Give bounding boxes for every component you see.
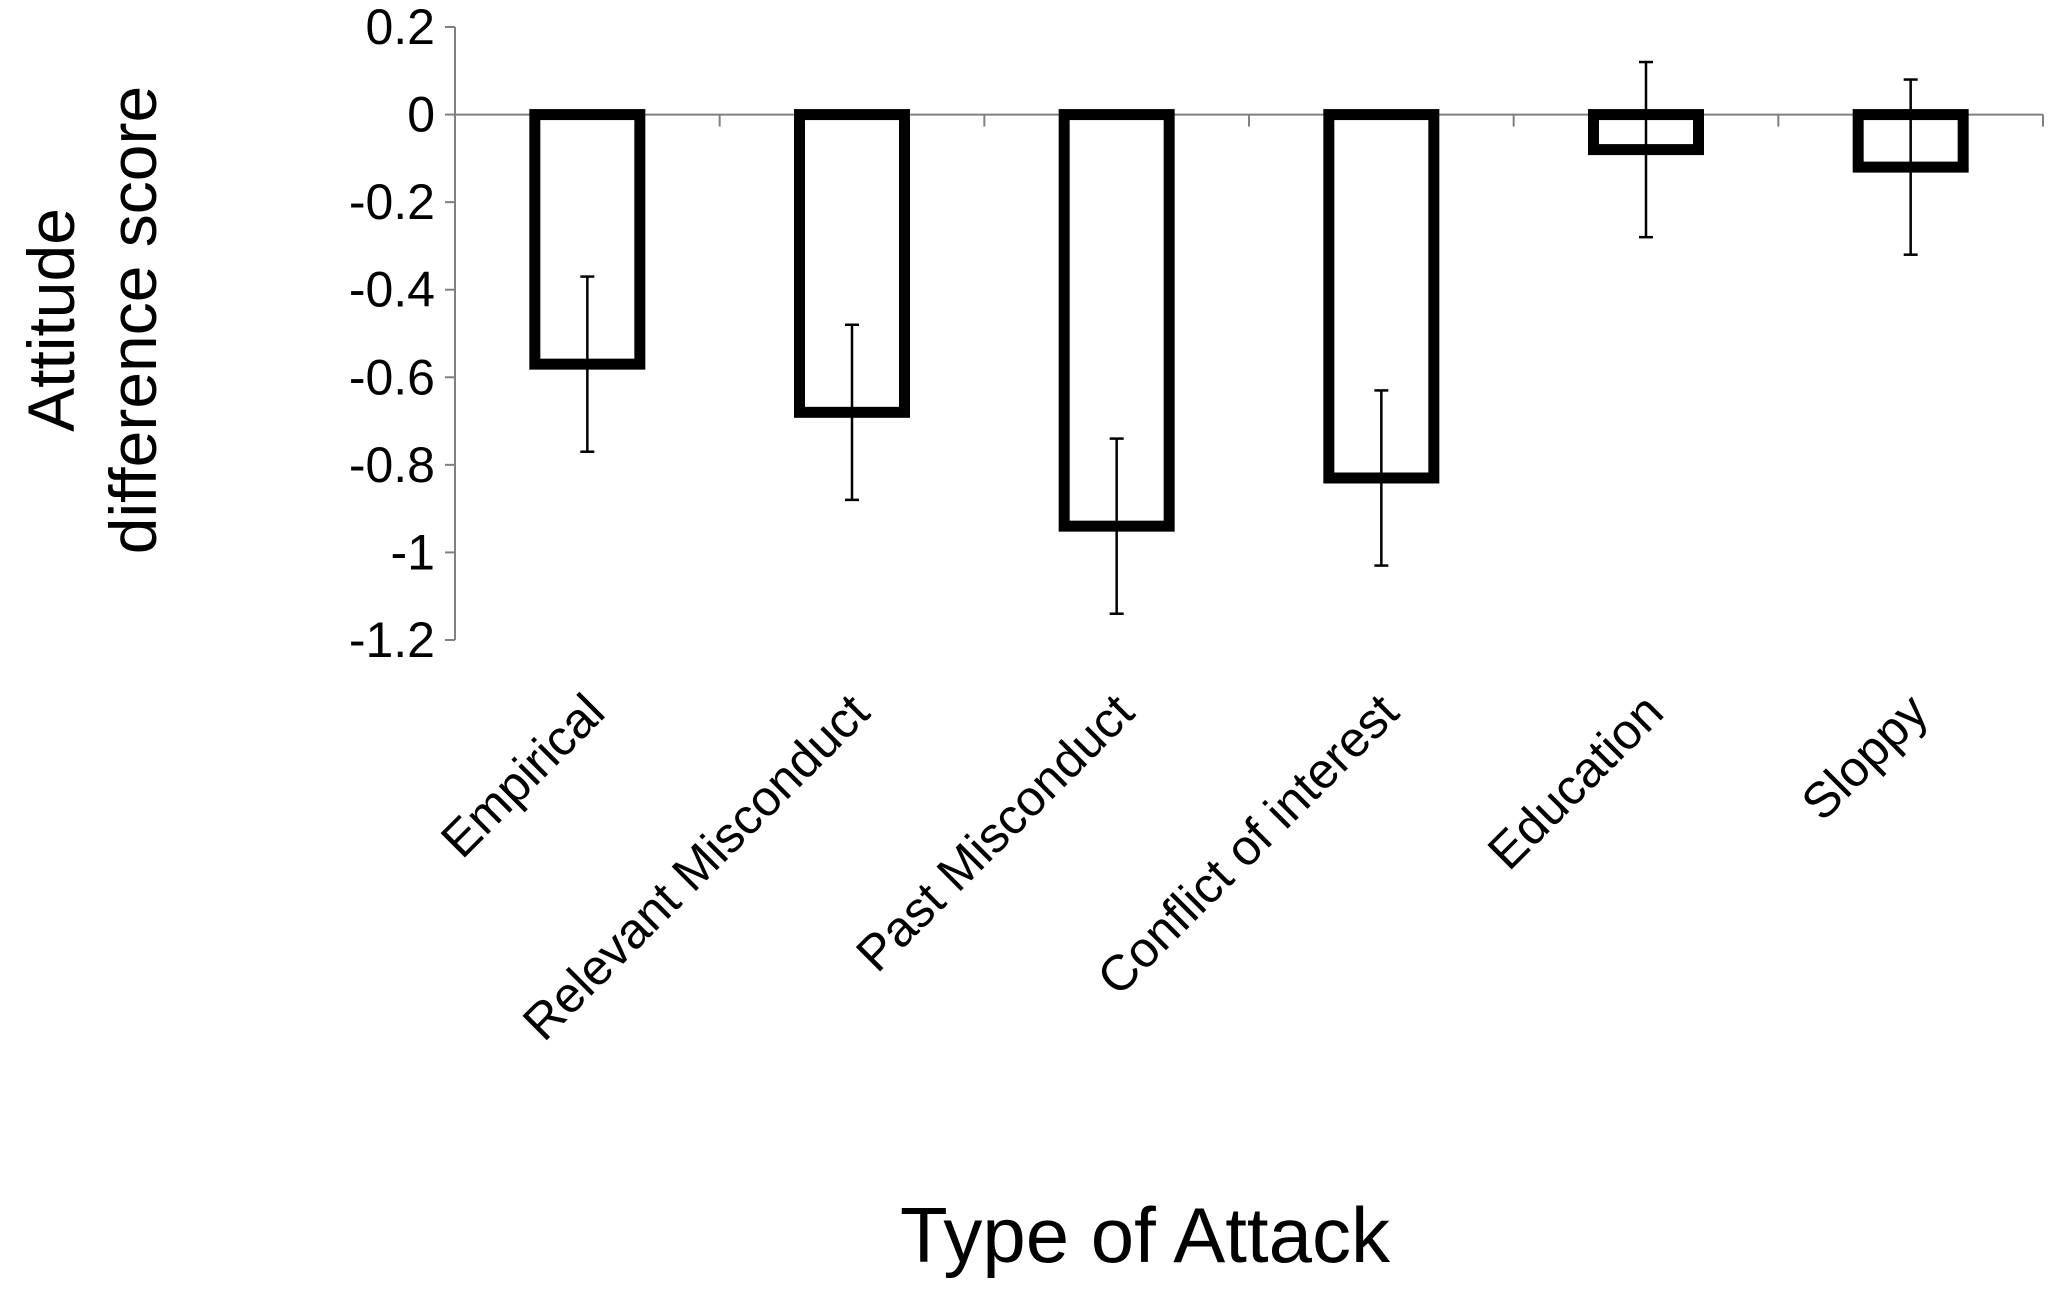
y-tick-labels: 0.2 0 -0.2 -0.4 -0.6 -0.8 -1 -1.2 [349, 0, 435, 668]
y-axis-title-line-1: Attitude [14, 208, 88, 432]
axes [445, 26, 2044, 641]
error-bar [1109, 437, 1124, 615]
error-bar [1374, 389, 1389, 567]
category-label: Education [1477, 683, 1674, 880]
y-axis-title-line-2: difference score [96, 86, 170, 554]
bar-conflict-of-interest [1323, 109, 1440, 484]
y-tick-label: 0.2 [365, 0, 435, 55]
y-tick-label: -0.2 [349, 174, 435, 230]
category-label: Past Misconduct [845, 683, 1144, 982]
error-bars [580, 60, 1918, 615]
y-tick-label: -0.8 [349, 437, 435, 493]
y-tick-label: 0 [407, 87, 435, 143]
error-bar [1903, 78, 1918, 256]
category-label: Empirical [430, 683, 615, 868]
error-bar [580, 275, 595, 453]
y-tick-label: -1.2 [349, 612, 435, 668]
y-tick-label: -0.4 [349, 262, 435, 318]
bars [529, 109, 1969, 532]
y-tick-label: -0.6 [349, 349, 435, 405]
y-tick-label: -1 [391, 524, 435, 580]
category-label: Sloppy [1791, 683, 1939, 831]
x-axis-title: Type of Attack [900, 1191, 1391, 1279]
error-bar [1639, 60, 1653, 239]
error-bar [845, 323, 859, 502]
